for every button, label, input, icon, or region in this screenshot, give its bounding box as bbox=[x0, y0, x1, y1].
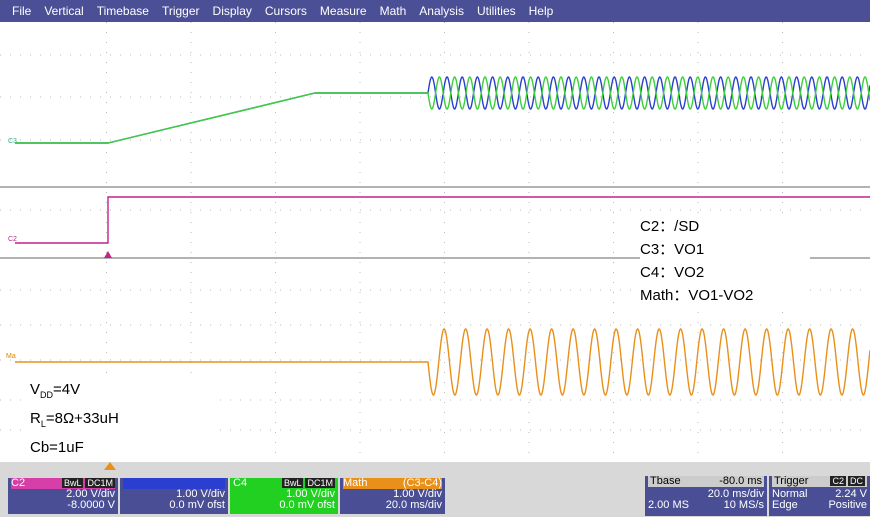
text: BwL bbox=[281, 478, 304, 488]
text: 0.0 mV ofst bbox=[169, 499, 225, 511]
c3-box: 1.00 V/div 0.0 mV ofst bbox=[120, 478, 228, 514]
rl: RL=8Ω+33uH bbox=[30, 407, 220, 436]
text: C4 bbox=[233, 477, 248, 489]
menu-item[interactable]: Math bbox=[379, 4, 407, 18]
menu-item[interactable]: Help bbox=[528, 4, 554, 18]
legend-entry: Math：VO1-VO2 bbox=[640, 287, 754, 304]
text: 1.00 V/div bbox=[176, 488, 225, 500]
text: Edge bbox=[772, 499, 798, 511]
trace-label: C2 bbox=[8, 236, 17, 243]
text: 10 MS/s bbox=[723, 499, 764, 511]
text: 1.00 V/div bbox=[286, 488, 335, 500]
conditions: VDD=4V RL=8Ω+33uH Cb=1uF bbox=[22, 378, 220, 456]
text: 20.0 ms/div bbox=[707, 488, 764, 500]
status-bar: C2 BwL DC1M 2.00 V/div -8.0000 V 1.00 V/div… bbox=[0, 462, 870, 517]
menu-item[interactable]: Analysis bbox=[419, 4, 464, 18]
text: Positive bbox=[828, 499, 867, 511]
text: BwL bbox=[61, 478, 84, 488]
menu-item[interactable]: Vertical bbox=[44, 4, 84, 18]
text: L bbox=[40, 419, 46, 429]
cb: Cb=1uF bbox=[30, 439, 84, 456]
waveform-display: C3 C2 Ma bbox=[0, 22, 870, 462]
c2-box: C2 BwL DC1M 2.00 V/div -8.0000 V bbox=[8, 478, 118, 514]
math-box: Math (C3-C4) 1.00 V/div 20.0 ms/div bbox=[340, 478, 445, 514]
text: 20.0 ms/div bbox=[385, 499, 442, 511]
text: C2 bbox=[830, 476, 846, 486]
text: V bbox=[30, 381, 41, 398]
menu-item[interactable]: Measure bbox=[319, 4, 367, 18]
text: (C3-C4) bbox=[402, 477, 442, 489]
text: DC1M bbox=[305, 478, 335, 488]
timebase-box: Tbase -80.0 ms 20.0 ms/div 2.00 MS 10 MS/s bbox=[645, 476, 767, 516]
text: Tbase bbox=[650, 475, 681, 487]
c4-trace bbox=[15, 76, 870, 144]
text: =4V bbox=[53, 381, 81, 398]
text: DD bbox=[40, 390, 54, 400]
menu-item[interactable]: Trigger bbox=[161, 4, 200, 18]
menu-bar: File Vertical Timebase Trigger Display Cursor… bbox=[0, 0, 870, 22]
text: 2.24 V bbox=[835, 488, 867, 500]
menu-item[interactable]: Timebase bbox=[96, 4, 149, 18]
text: -8.0000 V bbox=[67, 499, 115, 511]
menu-item[interactable]: Display bbox=[212, 4, 252, 18]
c2-trace bbox=[15, 196, 870, 244]
legend-entry: C2：/SD bbox=[640, 218, 700, 235]
text: -80.0 ms bbox=[719, 475, 762, 487]
menu-item[interactable]: Cursors bbox=[264, 4, 307, 18]
text: 1.00 V/div bbox=[393, 488, 442, 500]
text: DC bbox=[848, 476, 865, 486]
trace-label: Ma bbox=[6, 353, 16, 360]
c4-box: C4 BwL DC1M 1.00 V/div 0.0 mV ofst bbox=[230, 478, 338, 514]
text: Trigger bbox=[774, 475, 809, 487]
vdd: VDD=4V bbox=[30, 378, 220, 407]
text: 2.00 MS bbox=[648, 499, 689, 511]
trace-label: C3 bbox=[8, 138, 17, 145]
text: Math bbox=[343, 477, 368, 489]
menu-item[interactable]: Utilities bbox=[476, 4, 516, 18]
text: 0.0 mV ofst bbox=[279, 499, 335, 511]
text: R bbox=[30, 410, 41, 427]
text: Normal bbox=[772, 488, 808, 500]
menu-item[interactable]: File bbox=[12, 4, 32, 18]
text: =8Ω+33uH bbox=[45, 410, 119, 427]
text: 2.00 V/div bbox=[66, 488, 115, 500]
text: C2 bbox=[11, 477, 26, 489]
legend-entry: C3：VO1 bbox=[640, 241, 705, 258]
legend: C2：/SD C3：VO1 C4：VO2 Math：VO1-VO2 bbox=[640, 215, 810, 310]
trigger-box: Trigger C2 DC Normal 2.24 V Edge Positive bbox=[769, 476, 870, 516]
legend-entry: C4：VO2 bbox=[640, 264, 705, 281]
math-trace bbox=[15, 328, 870, 396]
text: DC1M bbox=[85, 478, 115, 488]
